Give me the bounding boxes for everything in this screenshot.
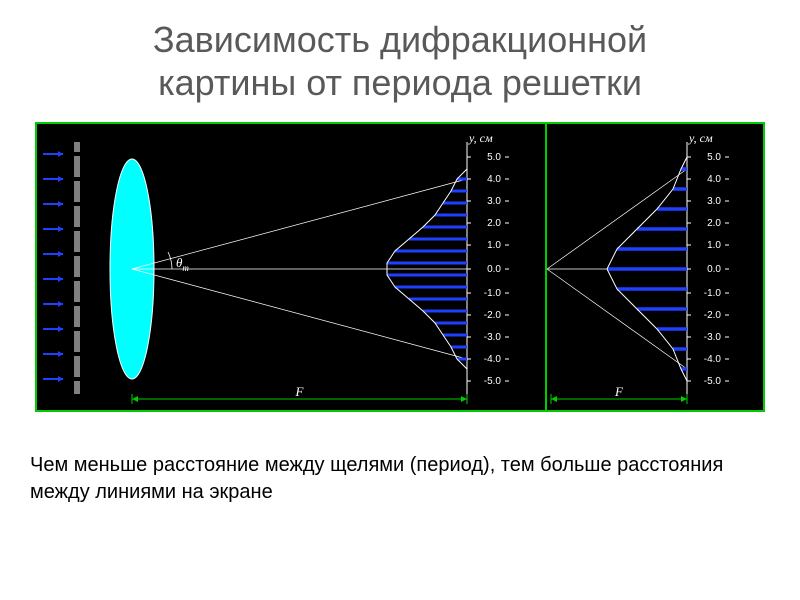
panel-right: 5.0 4.0 3.0 2.0 1.0 0.0 -1.0 -2.0 -3.0 -4.0 -5.0 y,… — [547, 124, 763, 410]
svg-text:5.0: 5.0 — [487, 152, 501, 163]
title-line1: Зависимость дифракционной — [153, 19, 647, 60]
panel-left: θm 5.0 4.0 3.0 2.0 1.0 0.0 -1.0 -2.0 -3.0 -4.0 -5.0… — [37, 124, 547, 410]
svg-text:-4.0: -4.0 — [704, 354, 722, 365]
svg-text:-2.0: -2.0 — [484, 310, 502, 321]
diagram-left-svg: θm 5.0 4.0 3.0 2.0 1.0 0.0 -1.0 -2.0 -3.0 -4.0 -5.0… — [37, 124, 547, 410]
svg-text:1.0: 1.0 — [707, 240, 721, 251]
svg-text:3.0: 3.0 — [707, 196, 721, 207]
svg-text:2.0: 2.0 — [487, 218, 501, 229]
title-line2: картины от периода решетки — [158, 62, 642, 103]
svg-text:-2.0: -2.0 — [704, 310, 722, 321]
svg-text:-3.0: -3.0 — [484, 332, 502, 343]
svg-text:-5.0: -5.0 — [704, 376, 722, 387]
svg-text:2.0: 2.0 — [707, 218, 721, 229]
svg-text:4.0: 4.0 — [487, 174, 501, 185]
svg-text:0.0: 0.0 — [707, 264, 721, 275]
svg-text:y, см: y, см — [468, 131, 493, 145]
caption-text: Чем меньше расстояние между щелями (пери… — [30, 452, 770, 506]
diagram-right-svg: 5.0 4.0 3.0 2.0 1.0 0.0 -1.0 -2.0 -3.0 -4.0 -5.0 y,… — [547, 124, 763, 410]
slide-title: Зависимость дифракционной картины от пер… — [30, 18, 770, 104]
svg-text:y, см: y, см — [688, 131, 713, 145]
svg-text:F: F — [295, 384, 305, 399]
svg-text:5.0: 5.0 — [707, 152, 721, 163]
svg-text:1.0: 1.0 — [487, 240, 501, 251]
svg-text:4.0: 4.0 — [707, 174, 721, 185]
svg-text:0.0: 0.0 — [487, 264, 501, 275]
svg-text:-1.0: -1.0 — [484, 288, 502, 299]
svg-text:-3.0: -3.0 — [704, 332, 722, 343]
svg-text:3.0: 3.0 — [487, 196, 501, 207]
svg-text:-1.0: -1.0 — [704, 288, 722, 299]
diagram-container: θm 5.0 4.0 3.0 2.0 1.0 0.0 -1.0 -2.0 -3.0 -4.0 -5.0… — [35, 122, 765, 412]
svg-text:-4.0: -4.0 — [484, 354, 502, 365]
svg-text:θm: θm — [176, 255, 189, 273]
svg-text:-5.0: -5.0 — [484, 376, 502, 387]
svg-text:F: F — [614, 384, 624, 399]
